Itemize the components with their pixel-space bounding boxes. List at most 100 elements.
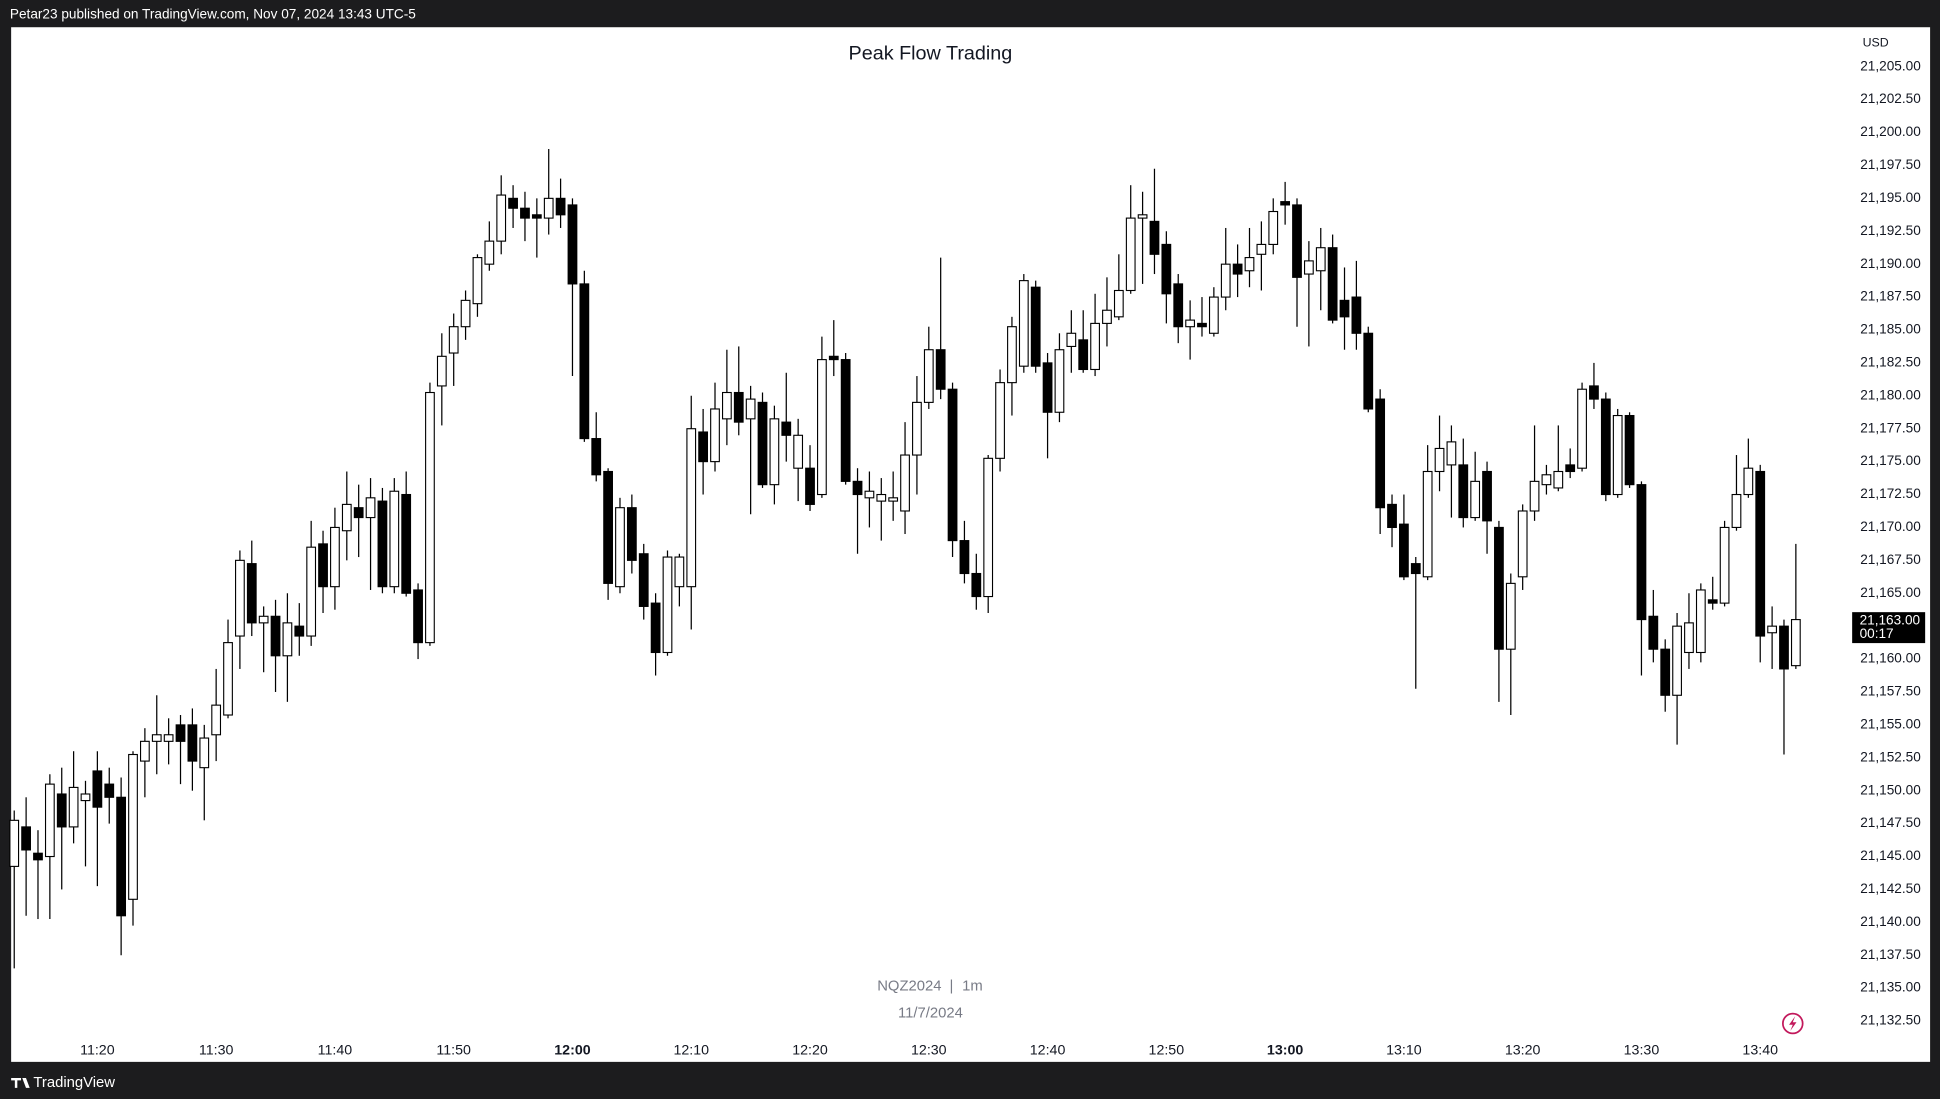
candle-body bbox=[1731, 493, 1742, 528]
candle-body bbox=[555, 197, 566, 216]
x-tick-label: 13:40 bbox=[1742, 1042, 1778, 1058]
candle-body bbox=[1018, 280, 1029, 367]
candle-body bbox=[817, 359, 827, 496]
x-tick-label: 13:30 bbox=[1624, 1042, 1660, 1058]
candle-body bbox=[1743, 467, 1754, 496]
candle-body bbox=[1256, 243, 1267, 255]
y-tick-label: 21,140.00 bbox=[1860, 914, 1921, 929]
candle-body bbox=[1755, 470, 1766, 637]
interval: 1m bbox=[962, 978, 983, 994]
x-tick-label: 11:20 bbox=[80, 1042, 115, 1058]
candle-body bbox=[1351, 296, 1362, 334]
candle-body bbox=[1612, 414, 1623, 496]
candle-body bbox=[270, 615, 281, 657]
candle-body bbox=[1042, 362, 1053, 413]
candle-body bbox=[389, 490, 400, 588]
y-tick-label: 21,177.50 bbox=[1860, 420, 1921, 435]
candle-body bbox=[1185, 319, 1195, 328]
candle-body bbox=[246, 563, 257, 624]
candle-body bbox=[603, 470, 613, 584]
candle-body bbox=[591, 438, 602, 476]
candle-body bbox=[828, 355, 839, 361]
candle-body bbox=[401, 493, 412, 594]
replay-icon[interactable] bbox=[1782, 1012, 1804, 1035]
x-tick-label: 12:50 bbox=[1149, 1042, 1185, 1058]
y-tick-label: 21,175.00 bbox=[1860, 453, 1921, 468]
candle-body bbox=[840, 359, 851, 482]
candle-body bbox=[531, 214, 542, 219]
candle-body bbox=[306, 546, 317, 637]
candle-body bbox=[1137, 214, 1148, 219]
candle-body bbox=[1494, 526, 1504, 650]
candle-body bbox=[1066, 332, 1077, 347]
candle-body bbox=[888, 497, 899, 502]
symbol-separator: | bbox=[950, 978, 954, 994]
candle-body bbox=[1244, 257, 1255, 272]
candle-body bbox=[1303, 260, 1314, 275]
candle-body bbox=[1149, 220, 1160, 255]
candle-body bbox=[56, 793, 67, 828]
candle-body bbox=[92, 770, 103, 808]
y-tick-label: 21,180.00 bbox=[1860, 387, 1921, 402]
candle-body bbox=[1078, 339, 1089, 371]
candle-body bbox=[330, 526, 340, 588]
candle-body bbox=[1220, 263, 1231, 298]
candle-body bbox=[1684, 622, 1694, 654]
candle-body bbox=[496, 194, 507, 242]
candle-body bbox=[520, 207, 530, 219]
candle-body bbox=[721, 391, 732, 420]
last-price-label: 21,163.00 bbox=[1860, 612, 1921, 627]
y-tick-label: 21,200.00 bbox=[1860, 124, 1921, 139]
candle-body bbox=[104, 783, 115, 798]
candle-body bbox=[413, 589, 423, 644]
y-tick-label: 21,185.00 bbox=[1860, 322, 1921, 337]
x-tick-label: 11:30 bbox=[199, 1042, 234, 1058]
candle-body bbox=[757, 401, 768, 486]
icon-bolt bbox=[1789, 1016, 1797, 1031]
currency-label: USD bbox=[1863, 36, 1889, 50]
icon-ring bbox=[1782, 1012, 1804, 1035]
candle-body bbox=[199, 737, 210, 769]
candle-body bbox=[9, 819, 20, 867]
candle-body bbox=[1375, 398, 1386, 509]
candle-body bbox=[294, 625, 305, 637]
candle-body bbox=[1517, 510, 1528, 578]
candle-body bbox=[1102, 309, 1112, 324]
candle-body bbox=[1553, 470, 1564, 489]
candle-body bbox=[116, 796, 127, 917]
candle-body bbox=[128, 753, 138, 900]
candle-body bbox=[1529, 480, 1540, 512]
candle-body bbox=[139, 740, 150, 762]
candle-body bbox=[876, 493, 887, 502]
candle-body bbox=[436, 355, 447, 387]
candle-body bbox=[543, 197, 554, 219]
y-tick-label: 21,142.50 bbox=[1860, 881, 1921, 896]
candle-body bbox=[282, 622, 293, 657]
candle-body bbox=[175, 724, 186, 742]
y-tick-label: 21,157.50 bbox=[1860, 684, 1921, 699]
candle-body bbox=[1541, 474, 1552, 486]
x-tick-label: 13:00 bbox=[1267, 1042, 1303, 1058]
candle-body bbox=[1161, 243, 1172, 295]
y-tick-label: 21,152.50 bbox=[1860, 749, 1921, 764]
candle-body bbox=[33, 852, 43, 861]
footer-brand: TradingView bbox=[33, 1075, 115, 1091]
candle-body bbox=[1007, 326, 1017, 384]
candle-body bbox=[1090, 322, 1100, 371]
candle-body bbox=[1054, 349, 1065, 413]
candle-body bbox=[1434, 447, 1445, 473]
candle-body bbox=[1292, 204, 1302, 278]
candle-body bbox=[1387, 503, 1397, 528]
candle-body bbox=[21, 826, 31, 851]
candle-body bbox=[971, 572, 982, 598]
candle-body bbox=[353, 507, 364, 519]
candle-body bbox=[864, 490, 875, 499]
candle-body bbox=[1672, 625, 1682, 696]
y-tick-label: 21,202.50 bbox=[1860, 91, 1921, 106]
x-tick-label: 13:10 bbox=[1386, 1042, 1422, 1058]
candle-body bbox=[151, 734, 162, 742]
y-tick-label: 21,182.50 bbox=[1860, 354, 1921, 369]
candle-body bbox=[1458, 464, 1469, 519]
candle-body bbox=[377, 500, 388, 588]
candle-body bbox=[650, 602, 661, 654]
